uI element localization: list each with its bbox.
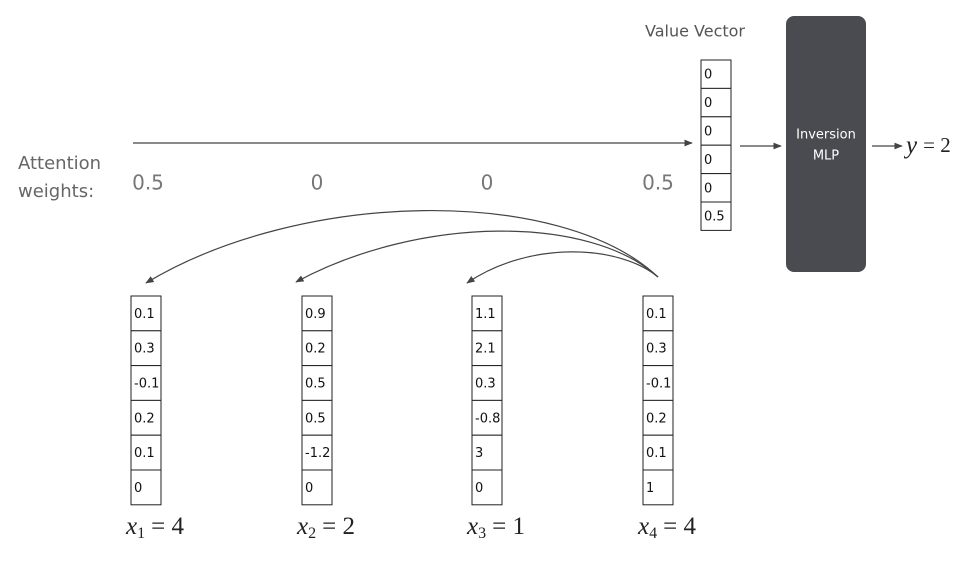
- vector-cell: [471, 434, 503, 471]
- input-label: x1 = 4: [125, 513, 184, 542]
- vector-cell: [700, 59, 732, 89]
- cell-value: 0: [704, 125, 712, 140]
- attention-arc: [466, 251, 659, 284]
- vector-cell: [642, 295, 674, 332]
- label-symbol: x: [637, 513, 649, 540]
- label-symbol: x: [466, 513, 478, 540]
- vector-cell: [471, 330, 503, 367]
- cell-value: 3: [475, 446, 483, 461]
- attention-arc: [145, 210, 659, 284]
- cell-value: 1.1: [475, 307, 496, 322]
- cell-value: 0.5: [305, 411, 326, 426]
- attention-arc: [295, 230, 659, 283]
- vector-cell: [301, 330, 333, 367]
- vector-cell: [130, 365, 162, 401]
- cell-value: 0.5: [704, 210, 725, 225]
- vector-cell: [301, 434, 333, 471]
- label-value: = 1: [492, 513, 525, 540]
- vector-cell: [130, 295, 162, 332]
- vector-cell: [471, 365, 503, 401]
- attention-weight: 0: [481, 171, 494, 195]
- input-label: x3 = 1: [466, 513, 525, 542]
- input-label: x2 = 2: [296, 513, 355, 542]
- attention-weight: 0.5: [132, 171, 164, 195]
- vector-cell: [130, 469, 162, 506]
- cell-value: -0.1: [134, 377, 159, 392]
- mlp-box: [786, 16, 866, 272]
- cell-value: -1.2: [305, 446, 330, 461]
- vector-cell: [642, 469, 674, 506]
- value-vector-title: Value Vector: [645, 22, 745, 41]
- attention-weight: 0: [311, 171, 324, 195]
- cell-value: 0.1: [646, 307, 667, 322]
- cell-value: 0.3: [134, 342, 155, 357]
- mlp-label: Inversion: [796, 128, 856, 143]
- label-index: 4: [649, 525, 657, 542]
- cell-value: 0: [475, 481, 483, 496]
- vector-cell: [301, 365, 333, 401]
- output-label: y = 2: [903, 132, 951, 159]
- vector-cell: [301, 399, 333, 436]
- cell-value: 0.9: [305, 307, 326, 322]
- cell-value: 0: [704, 181, 712, 196]
- vector-cell: [301, 469, 333, 506]
- cell-value: 0: [704, 68, 712, 83]
- label-value: = 2: [322, 513, 355, 540]
- attention-label: Attention: [18, 153, 101, 174]
- cell-value: -0.8: [475, 411, 500, 426]
- vector-cell: [642, 365, 674, 401]
- label-value: = 4: [151, 513, 184, 540]
- vector-cell: [301, 295, 333, 332]
- label-index: 2: [308, 525, 316, 542]
- cell-value: 0.1: [646, 446, 667, 461]
- label-index: 3: [478, 525, 486, 542]
- vector-cell: [130, 399, 162, 436]
- label-index: 1: [137, 525, 145, 542]
- vector-cell: [700, 87, 732, 118]
- cell-value: 0.5: [305, 377, 326, 392]
- cell-value: 0.2: [134, 411, 155, 426]
- cell-value: 0: [305, 481, 313, 496]
- cell-value: -0.1: [646, 377, 671, 392]
- cell-value: 0.3: [646, 342, 667, 357]
- cell-value: 0.1: [134, 307, 155, 322]
- cell-value: 0: [134, 481, 142, 496]
- cell-value: 1: [646, 481, 654, 496]
- vector-cell: [642, 330, 674, 367]
- vector-cell: [471, 469, 503, 506]
- vector-cell: [642, 399, 674, 436]
- label-symbol: x: [296, 513, 308, 540]
- vector-cell: [471, 295, 503, 332]
- cell-value: 2.1: [475, 342, 496, 357]
- label-value: = 4: [663, 513, 696, 540]
- output-symbol: y: [903, 132, 918, 159]
- attention-label: weights:: [18, 181, 94, 202]
- vector-cell: [700, 201, 732, 231]
- label-symbol: x: [125, 513, 137, 540]
- mlp-label: MLP: [813, 149, 839, 164]
- cell-value: 0.2: [305, 342, 326, 357]
- vector-cell: [700, 116, 732, 146]
- cell-value: 0: [704, 153, 712, 168]
- cell-value: 0: [704, 96, 712, 111]
- cell-value: 0.3: [475, 377, 496, 392]
- output-value: = 2: [923, 133, 951, 157]
- vector-cell: [130, 330, 162, 367]
- cell-value: 0.1: [134, 446, 155, 461]
- cell-value: 0.2: [646, 411, 667, 426]
- input-label: x4 = 4: [637, 513, 696, 542]
- attention-weight: 0.5: [642, 171, 674, 195]
